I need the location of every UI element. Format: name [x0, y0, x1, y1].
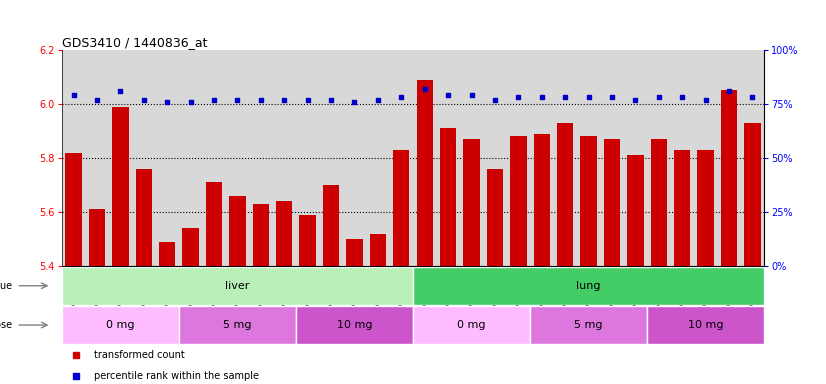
- Point: [699, 96, 712, 103]
- Text: lung: lung: [577, 281, 601, 291]
- Point: [488, 96, 501, 103]
- Bar: [647, 306, 764, 344]
- Bar: [581, 136, 596, 266]
- Text: 10 mg: 10 mg: [688, 320, 724, 330]
- Point: [230, 96, 244, 103]
- Bar: [230, 196, 245, 266]
- Point: [301, 96, 314, 103]
- Point: [348, 99, 361, 105]
- Bar: [65, 152, 82, 266]
- Bar: [463, 139, 480, 266]
- Point: [465, 92, 478, 98]
- Point: [441, 92, 454, 98]
- Bar: [510, 136, 526, 266]
- Bar: [206, 182, 222, 266]
- Point: [605, 94, 619, 101]
- Text: 0 mg: 0 mg: [107, 320, 135, 330]
- Bar: [413, 306, 530, 344]
- Text: GDS3410 / 1440836_at: GDS3410 / 1440836_at: [62, 36, 207, 49]
- Point: [676, 94, 689, 101]
- Point: [67, 92, 80, 98]
- Bar: [744, 123, 761, 266]
- Point: [184, 99, 197, 105]
- Bar: [62, 306, 179, 344]
- Text: 0 mg: 0 mg: [458, 320, 486, 330]
- Point: [325, 96, 338, 103]
- Point: [722, 88, 735, 94]
- Bar: [413, 267, 764, 305]
- Point: [511, 94, 525, 101]
- Bar: [323, 185, 339, 266]
- Text: 5 mg: 5 mg: [223, 320, 252, 330]
- Bar: [604, 139, 620, 266]
- Point: [278, 96, 291, 103]
- Bar: [62, 266, 764, 305]
- Bar: [697, 150, 714, 266]
- Bar: [112, 107, 129, 266]
- Point: [254, 96, 268, 103]
- Point: [652, 94, 665, 101]
- Text: liver: liver: [225, 281, 249, 291]
- Bar: [370, 234, 386, 266]
- Bar: [440, 128, 456, 266]
- Bar: [651, 139, 667, 266]
- Bar: [627, 155, 643, 266]
- Text: 5 mg: 5 mg: [574, 320, 603, 330]
- Point: [746, 94, 759, 101]
- Text: tissue: tissue: [0, 281, 12, 291]
- Point: [160, 99, 173, 105]
- Bar: [530, 306, 647, 344]
- Text: transformed count: transformed count: [93, 349, 184, 359]
- Point: [395, 94, 408, 101]
- Bar: [89, 209, 105, 266]
- Bar: [300, 215, 316, 266]
- Point: [90, 96, 104, 103]
- Point: [535, 94, 548, 101]
- Text: dose: dose: [0, 320, 12, 330]
- Bar: [674, 150, 691, 266]
- Point: [372, 96, 385, 103]
- Bar: [159, 242, 175, 266]
- Point: [207, 96, 221, 103]
- Bar: [416, 79, 433, 266]
- Bar: [62, 267, 413, 305]
- Point: [629, 96, 642, 103]
- Bar: [135, 169, 152, 266]
- Bar: [557, 123, 573, 266]
- Bar: [487, 169, 503, 266]
- Bar: [276, 201, 292, 266]
- Text: 10 mg: 10 mg: [337, 320, 373, 330]
- Bar: [296, 306, 413, 344]
- Point: [114, 88, 127, 94]
- Bar: [721, 91, 737, 266]
- Bar: [346, 239, 363, 266]
- Bar: [253, 204, 269, 266]
- Point: [137, 96, 150, 103]
- Bar: [179, 306, 296, 344]
- Bar: [393, 150, 410, 266]
- Bar: [183, 228, 199, 266]
- Point: [418, 86, 431, 92]
- Text: percentile rank within the sample: percentile rank within the sample: [93, 371, 259, 381]
- Point: [582, 94, 595, 101]
- Bar: [534, 134, 550, 266]
- Point: [558, 94, 572, 101]
